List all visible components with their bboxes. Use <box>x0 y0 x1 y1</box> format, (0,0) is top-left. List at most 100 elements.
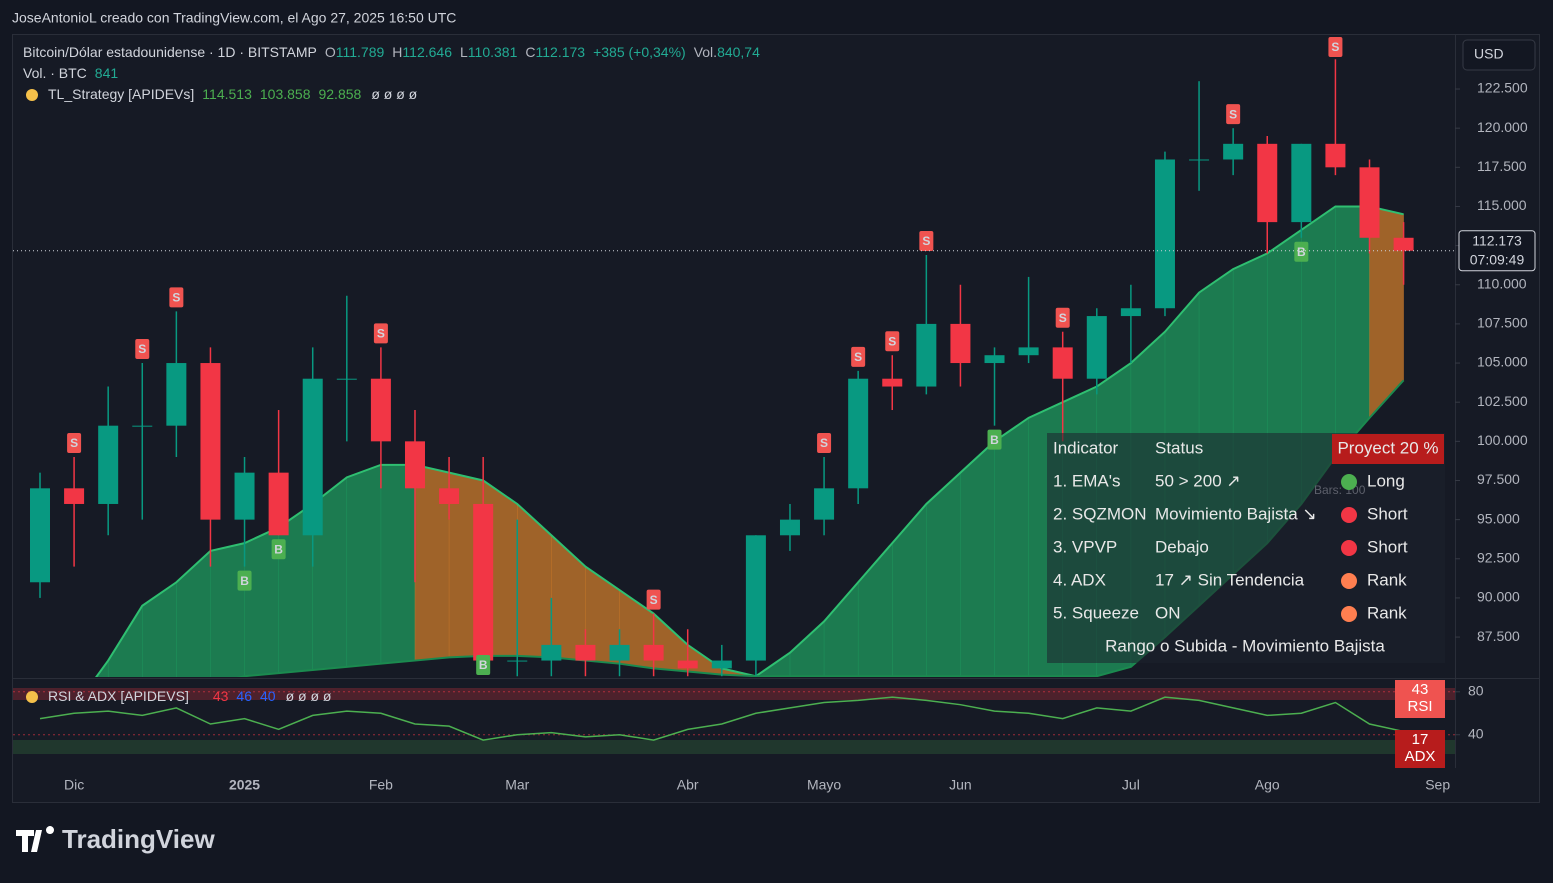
symbol: Bitcoin/Dólar estadounidense · 1D · BITS… <box>23 44 317 60</box>
ema-band <box>960 440 995 677</box>
candle-body <box>609 644 630 661</box>
strategy-name: TL_Strategy [APIDEVs] <box>48 86 194 102</box>
y-tick-label: 105.000 <box>1477 354 1528 370</box>
signal-label: S <box>922 234 930 248</box>
candle-body <box>779 519 800 536</box>
candle-body <box>1086 316 1107 379</box>
currency[interactable]: USD <box>1474 46 1504 62</box>
signal-label: S <box>172 291 180 305</box>
table-cell: 1. EMA's <box>1053 471 1121 490</box>
x-tick-label: Dic <box>64 777 84 793</box>
rsi-icon <box>26 691 38 703</box>
y-tick-label: 92.500 <box>1477 549 1520 565</box>
status-dot <box>1341 540 1357 556</box>
signal-marker <box>237 570 252 591</box>
vol-key: Vol. <box>694 44 717 60</box>
signal-label: S <box>377 327 385 341</box>
strategy-value: 114.513 <box>202 86 252 102</box>
status-dot <box>1341 474 1357 490</box>
rsi-badge-value: 43 <box>1412 681 1429 698</box>
strategy-value: 103.858 <box>260 86 311 102</box>
signal-label: S <box>1059 311 1067 325</box>
y-tick-label: 95.000 <box>1477 510 1520 526</box>
rsi-tick-label: 80 <box>1468 683 1484 699</box>
vol-value: 840,74 <box>717 44 760 60</box>
signal-marker <box>1294 241 1309 262</box>
signal-label: S <box>1229 107 1237 121</box>
signal-marker <box>135 339 150 360</box>
y-tick-label: 117.500 <box>1477 158 1527 174</box>
ohlc-key: C <box>525 44 535 60</box>
ohlc-value: 110.381 <box>468 44 518 60</box>
y-tick-label: 90.000 <box>1477 589 1520 605</box>
logo-mark <box>16 826 54 852</box>
y-tick-label: 100.000 <box>1477 432 1528 448</box>
signal-label: S <box>1331 40 1339 54</box>
adx-badge-bg <box>1395 730 1445 768</box>
signal-label: S <box>70 436 78 450</box>
signal-marker <box>169 287 184 308</box>
ohlc-key: L <box>460 44 468 60</box>
y-tick-label: 102.500 <box>1477 393 1528 409</box>
y-tick-label: 107.500 <box>1477 315 1528 331</box>
candle-body <box>1257 143 1278 223</box>
x-tick-label: Mayo <box>807 777 841 793</box>
rsi-pane <box>13 688 1455 754</box>
candle-body <box>643 644 664 661</box>
candle-body <box>1291 143 1312 223</box>
table-cell: 5. Squeeze <box>1053 603 1139 622</box>
ema-band <box>926 472 961 677</box>
candle-body <box>814 488 835 520</box>
signal-marker <box>817 432 832 453</box>
credit: JoseAntonioL creado con TradingView.com,… <box>12 10 456 26</box>
candle-body <box>1223 143 1244 160</box>
status-dot <box>1341 573 1357 589</box>
table-cell: Debajo <box>1155 537 1209 556</box>
y-tick-label: 97.500 <box>1477 471 1520 487</box>
strategy-legend: TL_Strategy [APIDEVs] 114.513 103.858 92.85… <box>48 86 418 102</box>
ohlc-key: H <box>392 44 402 60</box>
strategy-empty: ø ø ø ø <box>371 86 417 102</box>
table-cell: ON <box>1155 603 1181 622</box>
ohlc-value: 112.646 <box>402 44 452 60</box>
candle-body <box>98 425 119 504</box>
candle-body <box>507 660 528 662</box>
rsi-legend-value: 46 <box>236 688 252 704</box>
adx-badge-name: ADX <box>1405 748 1436 765</box>
signal-label: B <box>479 658 488 672</box>
candle-body <box>1189 159 1210 161</box>
candle-body <box>132 425 153 427</box>
candle-body <box>64 488 85 504</box>
x-tick-label: Jun <box>949 777 972 793</box>
status-table: Indicator Status Proyect 20 % Bars: 100 1. E… <box>1047 433 1445 663</box>
candle-body <box>745 535 766 661</box>
signal-label: B <box>274 542 283 556</box>
signal-marker <box>919 231 934 252</box>
y-tick-label: 87.500 <box>1477 628 1520 644</box>
status-dot <box>1341 507 1357 523</box>
candle-body <box>473 503 494 661</box>
currency-button[interactable] <box>1462 39 1536 71</box>
x-tick-label: Mar <box>505 777 529 793</box>
rsi-empty: ø ø ø ø <box>286 688 332 704</box>
candle-body <box>882 378 903 387</box>
candle-body <box>1018 347 1039 356</box>
signal-marker <box>1055 307 1070 328</box>
candle-body <box>200 363 221 520</box>
brand: TradingView <box>62 824 215 854</box>
rsi-name: RSI & ADX [APIDEVS] <box>48 688 189 704</box>
table-cell: Rank <box>1367 603 1407 622</box>
strategy-icon <box>26 89 38 101</box>
ohlc-value: 111.789 <box>336 44 385 60</box>
signal-label: S <box>650 593 658 607</box>
candle-body <box>950 323 971 364</box>
candle-body <box>984 355 1005 364</box>
signal-label: B <box>1297 245 1306 259</box>
rsi-upper-band <box>13 688 1455 700</box>
candle-body <box>916 323 937 387</box>
table-bg <box>1047 433 1445 663</box>
table-header: Proyect 20 % <box>1337 438 1438 457</box>
table-cell: Short <box>1367 504 1408 523</box>
